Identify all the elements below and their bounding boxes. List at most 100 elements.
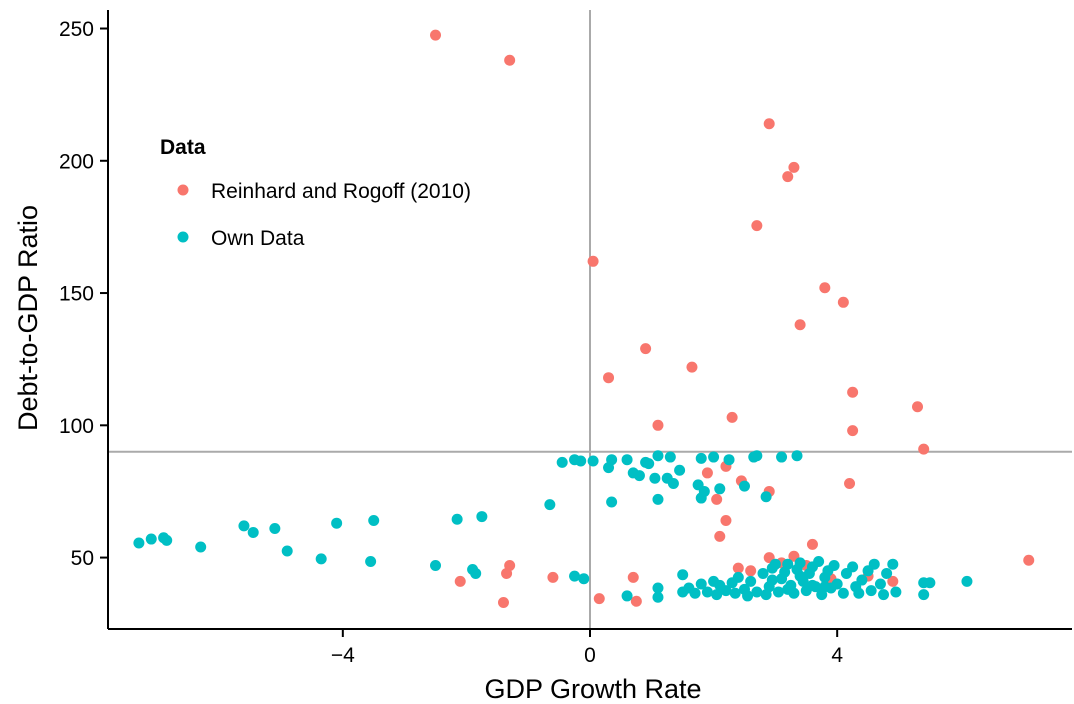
data-point xyxy=(714,530,726,542)
data-point xyxy=(738,480,750,492)
data-point xyxy=(837,296,849,308)
data-point xyxy=(247,526,259,538)
data-point xyxy=(819,581,831,593)
data-point xyxy=(195,541,207,553)
y-tick-label: 50 xyxy=(71,547,94,570)
data-point xyxy=(847,425,859,437)
y-tick-label: 200 xyxy=(59,150,94,173)
data-point xyxy=(269,522,281,534)
data-point xyxy=(161,534,173,546)
data-point xyxy=(742,590,754,602)
legend-label-own-data: Own Data xyxy=(211,227,305,250)
data-point xyxy=(281,545,293,557)
data-point xyxy=(587,255,599,267)
data-point xyxy=(145,533,157,545)
data-point xyxy=(701,586,713,598)
data-point xyxy=(788,161,800,173)
x-axis-label: GDP Growth Rate xyxy=(484,674,701,704)
data-point xyxy=(751,220,763,232)
data-point xyxy=(794,557,806,569)
data-point xyxy=(887,558,899,570)
data-point xyxy=(695,578,707,590)
legend-marker-reinhard-rogoff xyxy=(177,184,189,196)
data-point xyxy=(772,586,784,598)
data-point xyxy=(868,558,880,570)
data-point xyxy=(667,478,679,490)
data-point xyxy=(711,589,723,601)
data-point xyxy=(315,553,327,565)
legend-marker-own-data xyxy=(177,231,189,243)
data-point xyxy=(856,574,868,586)
data-point xyxy=(847,561,859,573)
data-point xyxy=(887,575,899,587)
legend: Data Reinhard and Rogoff (2010) Own Data xyxy=(160,136,471,250)
data-point xyxy=(881,567,893,579)
data-point xyxy=(695,452,707,464)
data-point xyxy=(652,493,664,505)
data-point xyxy=(674,464,686,476)
x-tick-label: 4 xyxy=(831,644,843,667)
data-point xyxy=(791,450,803,462)
data-point xyxy=(874,578,886,590)
data-point xyxy=(714,483,726,495)
series-own-data xyxy=(133,450,973,603)
data-point xyxy=(751,586,763,598)
data-point xyxy=(729,587,741,599)
data-point xyxy=(621,590,633,602)
data-point xyxy=(133,537,145,549)
data-point xyxy=(782,171,794,183)
data-point xyxy=(912,401,924,413)
data-point xyxy=(593,593,605,605)
data-point xyxy=(677,569,689,581)
y-axis-label: Debt-to-GDP Ratio xyxy=(13,205,43,431)
data-point xyxy=(692,479,704,491)
x-tick-label: 0 xyxy=(584,644,596,667)
data-points xyxy=(133,29,1035,609)
x-tick-label: −4 xyxy=(331,644,355,667)
data-point xyxy=(664,451,676,463)
data-point xyxy=(701,467,713,479)
data-point xyxy=(776,451,788,463)
data-point xyxy=(606,496,618,508)
data-point xyxy=(732,562,744,574)
data-point xyxy=(331,517,343,529)
data-point xyxy=(451,513,463,525)
data-point xyxy=(547,571,559,583)
data-point xyxy=(238,520,250,532)
data-point xyxy=(720,585,732,597)
reference-lines xyxy=(108,10,1072,629)
data-point xyxy=(837,587,849,599)
x-ticks: −4 0 4 xyxy=(331,629,843,667)
data-point xyxy=(556,456,568,468)
data-point xyxy=(831,578,843,590)
data-point xyxy=(430,29,442,41)
data-point xyxy=(652,450,664,462)
data-point xyxy=(878,589,890,601)
data-point xyxy=(1023,554,1035,566)
data-point xyxy=(652,419,664,431)
data-point xyxy=(794,570,806,582)
data-point xyxy=(853,587,865,599)
data-point xyxy=(689,587,701,599)
data-point xyxy=(924,577,936,589)
data-point xyxy=(649,472,661,484)
legend-title: Data xyxy=(160,136,206,159)
data-point xyxy=(606,454,618,466)
data-point xyxy=(578,573,590,585)
y-tick-label: 250 xyxy=(59,18,94,41)
data-point xyxy=(726,411,738,423)
data-point xyxy=(720,515,732,527)
data-point xyxy=(708,451,720,463)
data-point xyxy=(782,558,794,570)
data-point xyxy=(630,595,642,607)
data-point xyxy=(686,361,698,373)
data-point xyxy=(918,589,930,601)
data-point xyxy=(575,455,587,467)
data-point xyxy=(782,583,794,595)
data-point xyxy=(652,591,664,603)
data-point xyxy=(745,575,757,587)
data-point xyxy=(751,450,763,462)
data-point xyxy=(569,570,581,582)
data-point xyxy=(865,585,877,597)
